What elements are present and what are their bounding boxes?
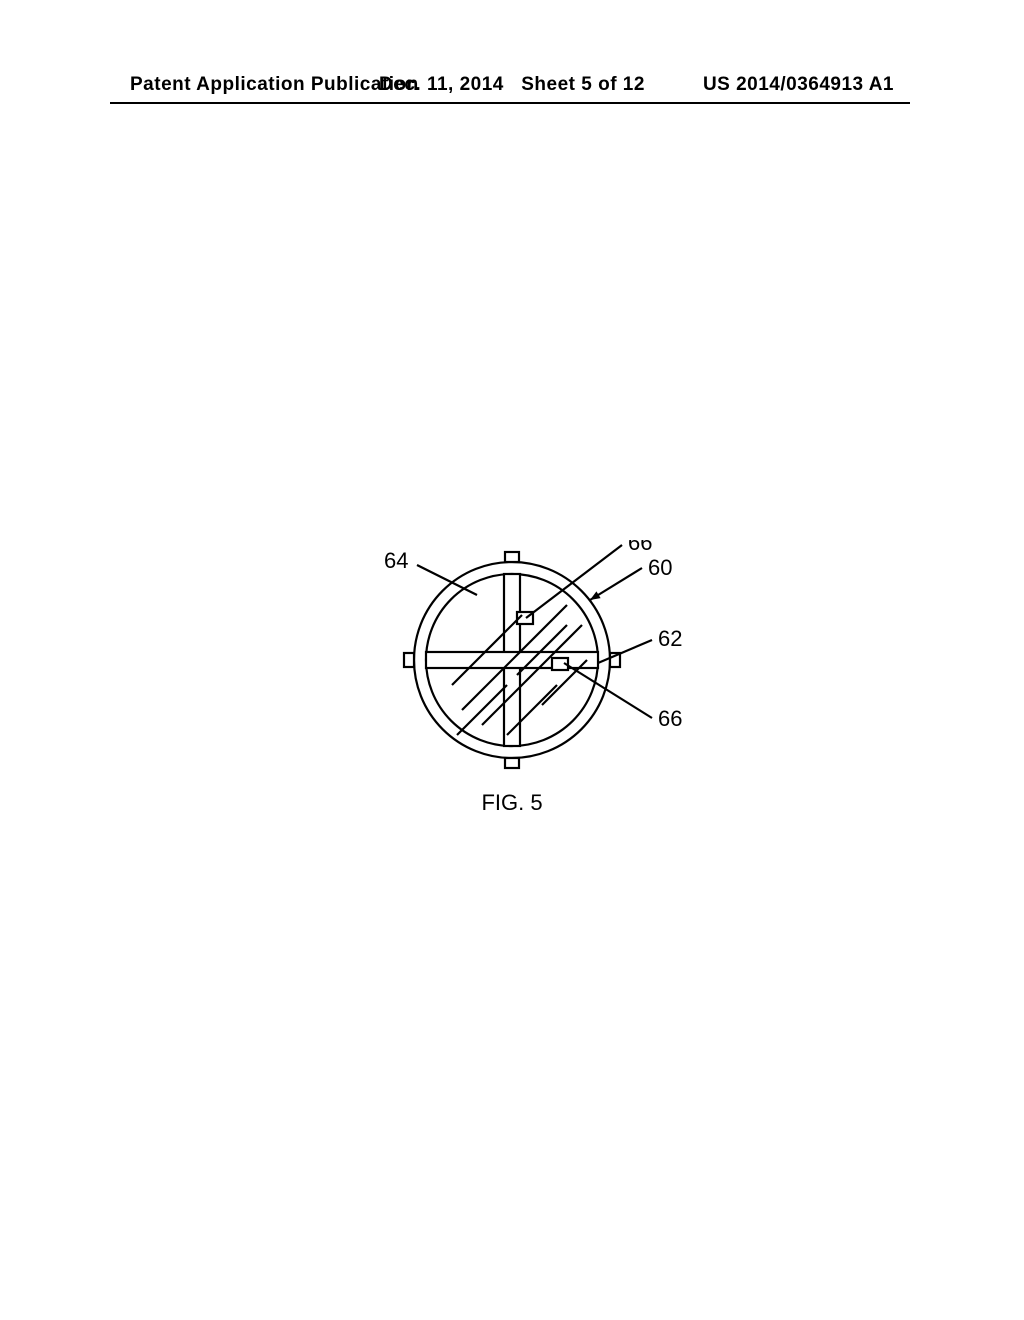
ref-label-l66b: 66 (658, 706, 682, 731)
header-sheet: Sheet 5 of 12 (521, 74, 645, 96)
header-pubnumber: US 2014/0364913 A1 (703, 74, 894, 96)
header-publication: Patent Application Publication (130, 74, 419, 96)
ref-label-l60: 60 (648, 555, 672, 580)
ref-label-l66a: 66 (628, 540, 652, 555)
figure-5-svg: 6466606266 (312, 540, 712, 800)
header-rule (110, 102, 910, 104)
ref-label-l64: 64 (384, 548, 408, 573)
ref-label-l62: 62 (658, 626, 682, 651)
header-date: Dec. 11, 2014 (379, 74, 504, 96)
header-date-sheet: Dec. 11, 2014 Sheet 5 of 12 (379, 74, 645, 96)
figure-5: 6466606266 (312, 540, 712, 900)
figure-caption: FIG. 5 (481, 790, 542, 816)
